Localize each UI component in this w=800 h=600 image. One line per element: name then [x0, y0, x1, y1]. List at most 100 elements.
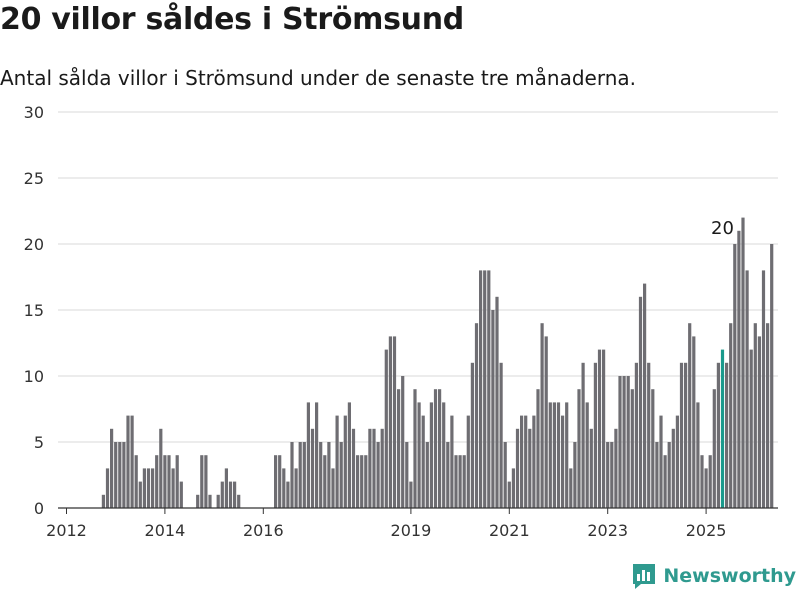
bar [741, 217, 745, 508]
bar [503, 442, 507, 508]
x-tick-label: 2019 [391, 521, 432, 540]
bar [380, 428, 384, 508]
bar [655, 442, 659, 508]
chart-title: 20 villor såldes i Strömsund [0, 2, 464, 37]
bar [282, 468, 286, 508]
bar [130, 415, 134, 508]
bar [520, 415, 524, 508]
bar [610, 442, 614, 508]
bar [442, 402, 446, 508]
bar [626, 376, 630, 508]
bar [585, 402, 589, 508]
bar [487, 270, 491, 508]
bar [155, 455, 159, 508]
bar [446, 442, 450, 508]
bar [372, 428, 376, 508]
bar [122, 442, 126, 508]
bar [548, 402, 552, 508]
bar [327, 442, 331, 508]
bar [667, 442, 671, 508]
bar-highlight [720, 349, 725, 508]
bar [491, 310, 495, 508]
chart-subtitle: Antal sålda villor i Strömsund under de … [0, 66, 636, 90]
bar [159, 428, 163, 508]
bar [200, 455, 204, 508]
bar [142, 468, 146, 508]
bar [507, 481, 511, 508]
bar [306, 402, 310, 508]
bar [573, 442, 577, 508]
bar [196, 494, 200, 508]
y-tick-label: 10 [24, 367, 44, 386]
bar [339, 442, 343, 508]
bar [331, 468, 335, 508]
bar [622, 376, 626, 508]
bar [696, 402, 700, 508]
bar [138, 481, 142, 508]
bar [392, 336, 397, 508]
bar [397, 389, 401, 508]
bar [413, 389, 417, 508]
bar [602, 349, 606, 508]
bar [438, 389, 442, 508]
bar [474, 323, 479, 508]
bar [495, 296, 499, 508]
bar [528, 428, 532, 508]
bar [175, 455, 179, 508]
bar [163, 455, 167, 508]
bar [589, 428, 593, 508]
bar [659, 415, 663, 508]
bar [745, 270, 749, 508]
bar [220, 481, 224, 508]
brand-name: Newsworthy [663, 565, 796, 587]
bar [766, 323, 770, 508]
bar [274, 455, 278, 508]
newsworthy-logo-icon [633, 564, 656, 589]
bar [761, 270, 766, 508]
bar [561, 415, 565, 508]
bar [704, 468, 708, 508]
bar [290, 442, 294, 508]
y-tick-label: 15 [24, 301, 44, 320]
bar [688, 323, 692, 508]
bar [679, 362, 684, 508]
x-tick-label: 2021 [489, 521, 530, 540]
bar [565, 402, 569, 508]
bar [729, 323, 733, 508]
bar [134, 455, 138, 508]
bar [364, 455, 368, 508]
bar [708, 455, 712, 508]
bar [757, 336, 761, 508]
bar [532, 415, 536, 508]
bar [647, 362, 651, 508]
bar [433, 389, 438, 508]
bar [651, 389, 655, 508]
x-tick-label: 2016 [243, 521, 284, 540]
bar [450, 415, 454, 508]
bar [737, 230, 741, 509]
bar [733, 244, 737, 508]
bar [384, 349, 388, 508]
bar [483, 270, 487, 508]
bar [593, 362, 597, 508]
bar [204, 455, 208, 508]
bar [126, 415, 130, 508]
bar [368, 428, 372, 508]
bar [643, 283, 647, 508]
bar [606, 442, 610, 508]
bar [725, 362, 729, 508]
bar [405, 442, 409, 508]
bar [552, 402, 556, 508]
bar [409, 481, 413, 508]
bar [425, 442, 429, 508]
bar [540, 323, 544, 508]
bar [105, 468, 110, 508]
bar [581, 362, 585, 508]
y-tick-label: 5 [34, 433, 44, 452]
bar [146, 468, 151, 508]
bar [700, 455, 704, 508]
bar [466, 415, 470, 508]
bar [167, 455, 171, 508]
x-tick-label: 2012 [46, 521, 87, 540]
bar [323, 455, 327, 508]
